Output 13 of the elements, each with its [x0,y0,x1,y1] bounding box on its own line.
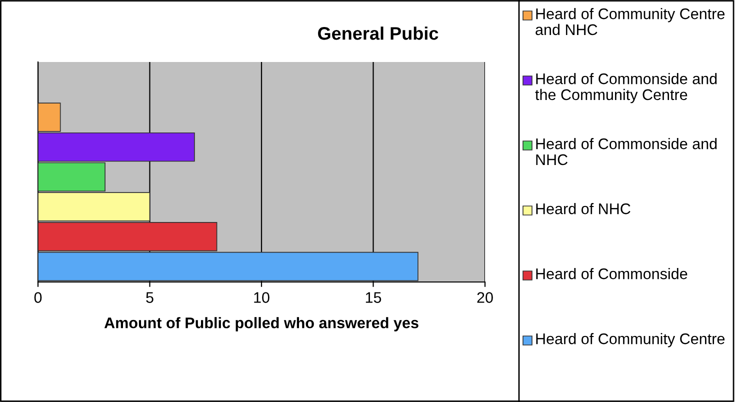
x-tick-label: 0 [34,292,42,303]
legend-label: Heard of Commonside and the Community Centre [535,73,717,104]
legend-label: Heard of Community Centre and NHC [536,8,725,36]
legend-label: Heard of Community Centre [536,333,725,348]
legend-label: Heard of NHC [536,203,630,214]
x-tick-label: 20 [477,292,493,303]
chart-title: General Pubic [318,26,438,40]
legend-label: Heard of Commonside [536,268,688,280]
x-tick-label: 10 [254,292,270,303]
x-axis-title: Amount of Public polled who answered yes [104,317,418,332]
legend-label: Heard of Commonside and NHC [536,138,717,166]
x-tick-label: 15 [366,292,382,303]
x-tick-label: 5 [146,292,154,303]
